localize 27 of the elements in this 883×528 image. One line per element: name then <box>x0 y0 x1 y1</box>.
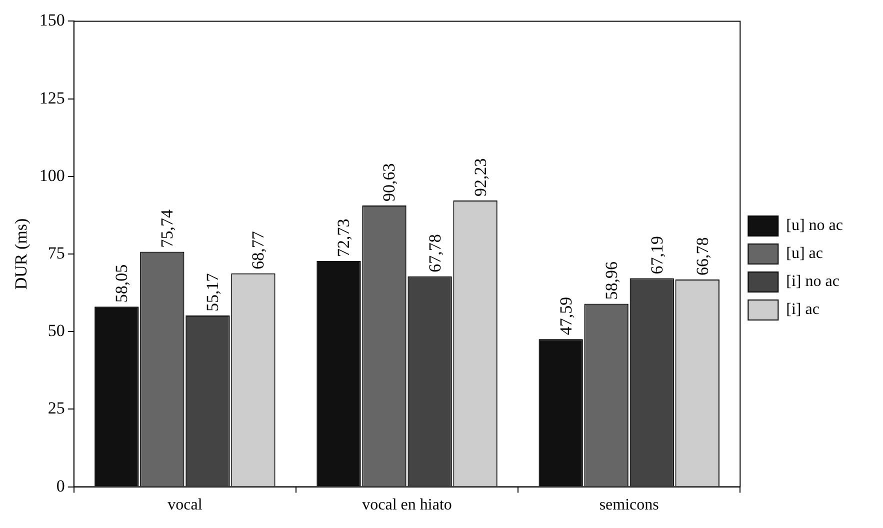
y-tick-label: 75 <box>48 243 65 262</box>
legend-label: [i] no ac <box>786 273 840 290</box>
data-label: 58,96 <box>602 262 621 300</box>
data-label: 68,77 <box>248 230 268 270</box>
x-tick-label: semicons <box>599 496 659 514</box>
data-label: 47,59 <box>556 296 576 336</box>
legend-label: [i] ac <box>786 301 820 318</box>
x-tick-label: vocal en hiato <box>362 496 452 514</box>
x-tick-label: vocal <box>168 496 203 514</box>
y-tick-label: 100 <box>39 166 65 185</box>
legend-label: [u] ac <box>786 245 823 262</box>
legend-label: [u] no ac <box>786 217 843 234</box>
data-label: 67,78 <box>425 234 444 272</box>
y-tick-label: 0 <box>56 476 65 496</box>
y-tick-label: 25 <box>48 398 65 418</box>
y-axis-title: DUR (ms) <box>12 218 31 290</box>
data-label: 55,17 <box>203 272 222 312</box>
data-label: 75,74 <box>158 208 177 248</box>
data-label: 66,78 <box>692 237 712 276</box>
y-tick-label: 150 <box>39 10 65 30</box>
data-label: 72,73 <box>334 218 354 258</box>
data-label: 58,05 <box>112 264 132 303</box>
data-label: 67,19 <box>647 236 666 274</box>
data-label: 92,23 <box>470 158 490 197</box>
y-tick-label: 125 <box>39 88 65 108</box>
y-tick-label: 50 <box>48 321 65 340</box>
data-label: 90,63 <box>380 163 399 202</box>
